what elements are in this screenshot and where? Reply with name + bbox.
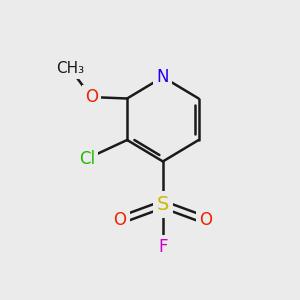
- Text: S: S: [157, 195, 169, 214]
- Text: F: F: [158, 238, 168, 256]
- Text: O: O: [113, 211, 127, 229]
- Text: Cl: Cl: [79, 150, 95, 168]
- Text: N: N: [157, 68, 169, 86]
- Text: O: O: [199, 211, 212, 229]
- Text: CH₃: CH₃: [56, 61, 84, 76]
- Text: O: O: [85, 88, 98, 106]
